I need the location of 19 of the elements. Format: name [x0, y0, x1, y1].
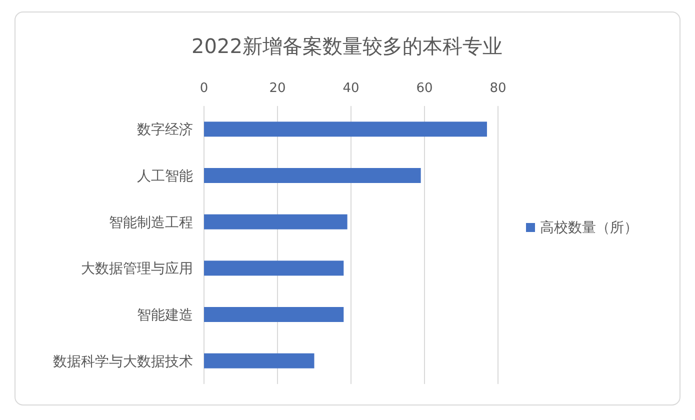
y-tick-label: 智能制造工程 [109, 214, 193, 231]
y-tick-label: 智能建造 [137, 308, 193, 324]
x-tick-label: 60 [416, 81, 433, 96]
y-tick-label: 数据科学与大数据技术 [53, 354, 193, 370]
bar [204, 168, 421, 183]
x-tick-label: 40 [342, 81, 360, 96]
bar [204, 307, 344, 322]
bar [204, 214, 348, 230]
bar [204, 353, 314, 368]
y-tick-label: 人工智能 [137, 168, 193, 184]
x-tick-label: 20 [269, 81, 286, 96]
y-tick-label: 数字经济 [137, 122, 193, 138]
x-tick-label: 80 [490, 81, 506, 96]
chart-title: 2022新增备案数量较多的本科专业 [192, 34, 502, 58]
y-tick-label: 大数据管理与应用 [81, 261, 193, 278]
bar [204, 122, 487, 137]
x-tick-label: 0 [200, 81, 208, 96]
legend-label: 高校数量（所） [540, 220, 638, 236]
bar [204, 260, 344, 276]
